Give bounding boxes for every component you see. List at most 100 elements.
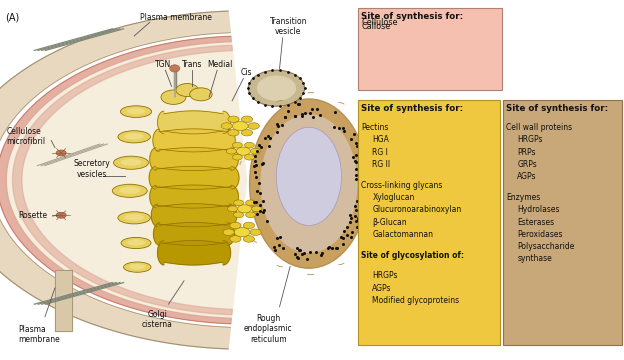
Ellipse shape: [119, 187, 140, 194]
Ellipse shape: [236, 147, 250, 155]
Text: AGPs: AGPs: [373, 284, 392, 293]
Text: Esterases: Esterases: [517, 217, 555, 226]
Ellipse shape: [221, 123, 232, 129]
Ellipse shape: [233, 200, 243, 206]
Text: Cellulose
microfibril: Cellulose microfibril: [6, 127, 46, 147]
Ellipse shape: [251, 206, 261, 212]
Polygon shape: [149, 166, 239, 189]
Text: Galactomannan: Galactomannan: [373, 230, 433, 239]
Polygon shape: [150, 185, 238, 208]
Ellipse shape: [238, 205, 251, 213]
Text: Enzymes: Enzymes: [506, 193, 540, 202]
Polygon shape: [150, 148, 238, 171]
FancyBboxPatch shape: [358, 100, 500, 345]
Ellipse shape: [230, 222, 241, 229]
Text: Rough
endoplasmic
reticulum: Rough endoplasmic reticulum: [244, 314, 293, 344]
Polygon shape: [158, 240, 230, 265]
Ellipse shape: [170, 65, 180, 72]
Ellipse shape: [228, 130, 239, 136]
Ellipse shape: [124, 214, 144, 221]
Ellipse shape: [190, 88, 212, 101]
Ellipse shape: [228, 206, 238, 212]
Ellipse shape: [241, 116, 253, 122]
Ellipse shape: [233, 212, 243, 218]
Text: Cross-linking glycans: Cross-linking glycans: [361, 181, 442, 190]
Text: HRGPs: HRGPs: [373, 271, 398, 280]
Ellipse shape: [124, 262, 151, 272]
Ellipse shape: [245, 154, 255, 160]
Text: Plasma membrane: Plasma membrane: [140, 13, 212, 22]
Ellipse shape: [232, 142, 242, 148]
Polygon shape: [154, 222, 235, 246]
Text: Golgi
cisterna: Golgi cisterna: [142, 310, 173, 329]
Text: GRPs: GRPs: [517, 160, 537, 169]
Ellipse shape: [260, 114, 358, 253]
Text: Pectins: Pectins: [361, 123, 389, 132]
Ellipse shape: [127, 108, 145, 114]
Text: PRPs: PRPs: [517, 148, 536, 157]
Ellipse shape: [257, 76, 296, 101]
Ellipse shape: [124, 133, 144, 140]
Polygon shape: [12, 45, 232, 315]
Ellipse shape: [56, 150, 66, 156]
Ellipse shape: [250, 99, 368, 268]
Ellipse shape: [248, 123, 260, 129]
FancyBboxPatch shape: [358, 8, 502, 90]
Ellipse shape: [176, 84, 198, 96]
Ellipse shape: [246, 212, 256, 218]
Ellipse shape: [118, 212, 150, 224]
Text: Plasma
membrane: Plasma membrane: [19, 325, 61, 344]
Polygon shape: [0, 11, 230, 349]
Polygon shape: [6, 42, 246, 318]
Text: Xyloglucan: Xyloglucan: [373, 193, 415, 202]
Text: Modified glycoproteins: Modified glycoproteins: [373, 296, 459, 305]
Ellipse shape: [161, 90, 186, 104]
Ellipse shape: [112, 184, 147, 197]
Text: AGPs: AGPs: [517, 172, 537, 181]
Text: Site of synthesis for:: Site of synthesis for:: [361, 104, 463, 113]
Ellipse shape: [227, 148, 236, 154]
Ellipse shape: [223, 229, 234, 235]
Ellipse shape: [127, 239, 145, 246]
Ellipse shape: [121, 237, 151, 249]
Ellipse shape: [241, 130, 253, 136]
Ellipse shape: [243, 222, 255, 229]
Ellipse shape: [129, 264, 145, 270]
Text: Transition
vesicle: Transition vesicle: [270, 17, 307, 36]
Text: Cell wall proteins: Cell wall proteins: [506, 123, 572, 132]
Text: Cis: Cis: [241, 68, 252, 77]
Text: Glucuronoarabinoxylan: Glucuronoarabinoxylan: [373, 205, 462, 214]
Text: Peroxidases: Peroxidases: [517, 230, 563, 239]
Text: β-Glucan: β-Glucan: [373, 217, 407, 226]
Ellipse shape: [246, 200, 256, 206]
Polygon shape: [0, 36, 232, 324]
Polygon shape: [152, 204, 236, 227]
Text: Callose: Callose: [361, 22, 391, 31]
Text: Trans: Trans: [182, 60, 202, 69]
Polygon shape: [158, 111, 230, 134]
Ellipse shape: [230, 236, 241, 242]
Ellipse shape: [234, 228, 250, 237]
Ellipse shape: [120, 106, 152, 117]
Ellipse shape: [232, 154, 242, 160]
Text: HRGPs: HRGPs: [517, 135, 543, 144]
Ellipse shape: [248, 70, 305, 106]
Text: TGN: TGN: [155, 60, 172, 69]
Ellipse shape: [232, 121, 248, 131]
Ellipse shape: [250, 229, 261, 235]
Polygon shape: [153, 129, 235, 152]
Ellipse shape: [276, 127, 341, 225]
Text: Site of synthesis for:: Site of synthesis for:: [506, 104, 608, 113]
Text: Secretory
vesicles: Secretory vesicles: [74, 159, 110, 179]
Ellipse shape: [228, 116, 239, 122]
Ellipse shape: [118, 131, 150, 143]
Text: HGA: HGA: [373, 135, 389, 144]
Text: Cellulose: Cellulose: [361, 18, 397, 27]
Ellipse shape: [56, 212, 66, 218]
Ellipse shape: [250, 148, 260, 154]
Text: synthase: synthase: [517, 254, 552, 263]
Ellipse shape: [243, 236, 255, 242]
Text: Polysaccharide: Polysaccharide: [517, 242, 575, 251]
Text: RG I: RG I: [373, 148, 388, 157]
Ellipse shape: [114, 156, 149, 169]
